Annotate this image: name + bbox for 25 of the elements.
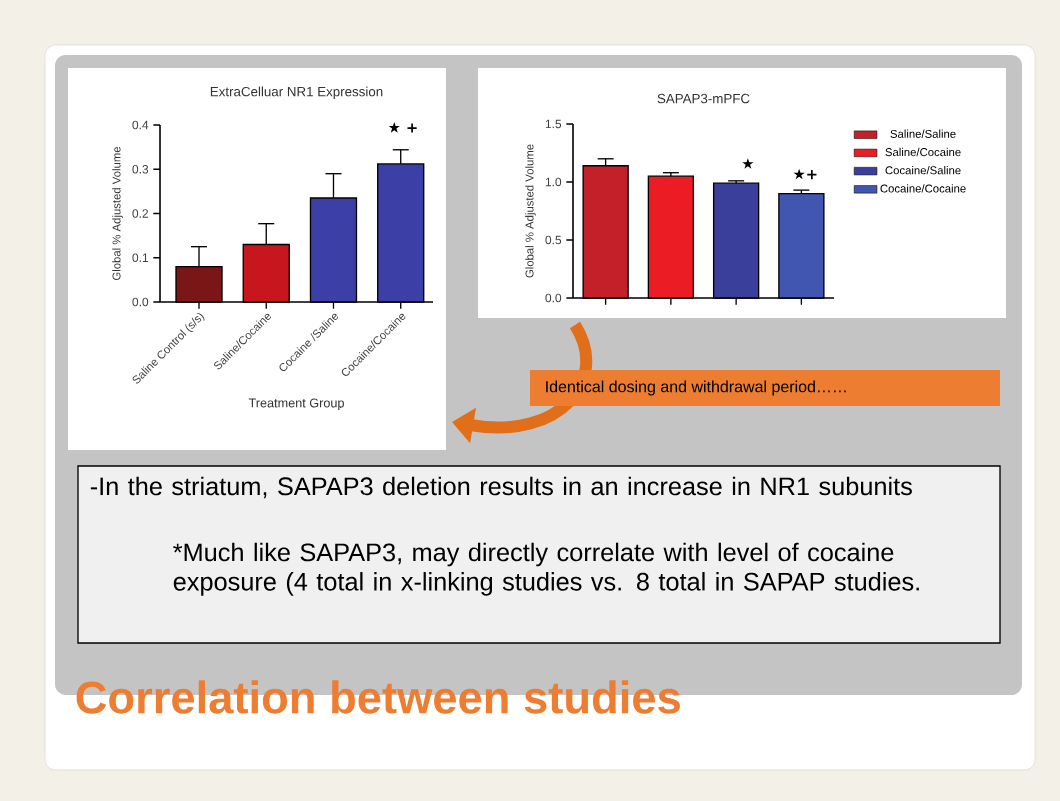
legend-label: Saline/Saline (890, 129, 956, 138)
legend-label: Cocaine/Saline (885, 166, 961, 175)
y-tick-label: 1.0 (545, 177, 562, 187)
y-axis-title: Global % Adjusted Volume (525, 144, 536, 278)
y-tick-label: 0.0 (545, 293, 562, 303)
text: Correlation between studies (76, 680, 680, 714)
annotation: ★ + (388, 122, 417, 133)
y-tick-label: 0.1 (132, 253, 149, 263)
text: -In the striatum, SAPAP3 deletion results in an increase in NR1 subunits (90, 476, 912, 499)
y-tick-label: 0.3 (132, 165, 149, 174)
text: Identical dosing and withdrawal period…… (546, 380, 846, 396)
y-tick-label: 0.2 (132, 209, 149, 218)
legend-label: Cocaine/Cocaine (880, 184, 966, 193)
y-tick-label: 0.0 (132, 297, 149, 307)
y-tick-label: 0.4 (132, 120, 149, 130)
y-axis-title: Global % Adjusted Volume (112, 146, 123, 281)
y-tick-label: 0.5 (545, 235, 562, 245)
text: *Much like SAPAP3, may directly correlate with level of cocaine exposure (4 total in x-linking studies vs. 8 total in SAPAP studies. (173, 542, 919, 596)
y-tick-label: 1.5 (545, 119, 562, 129)
chart-title: SAPAP3-mPFC (657, 93, 750, 104)
legend-label: Saline/Cocaine (885, 147, 961, 157)
annotation: ★ (742, 158, 754, 169)
annotation: ★+ (793, 168, 817, 180)
chart-title: ExtraCelluar NR1 Expression (210, 86, 383, 99)
x-axis-title: Treatment Group (248, 398, 344, 410)
